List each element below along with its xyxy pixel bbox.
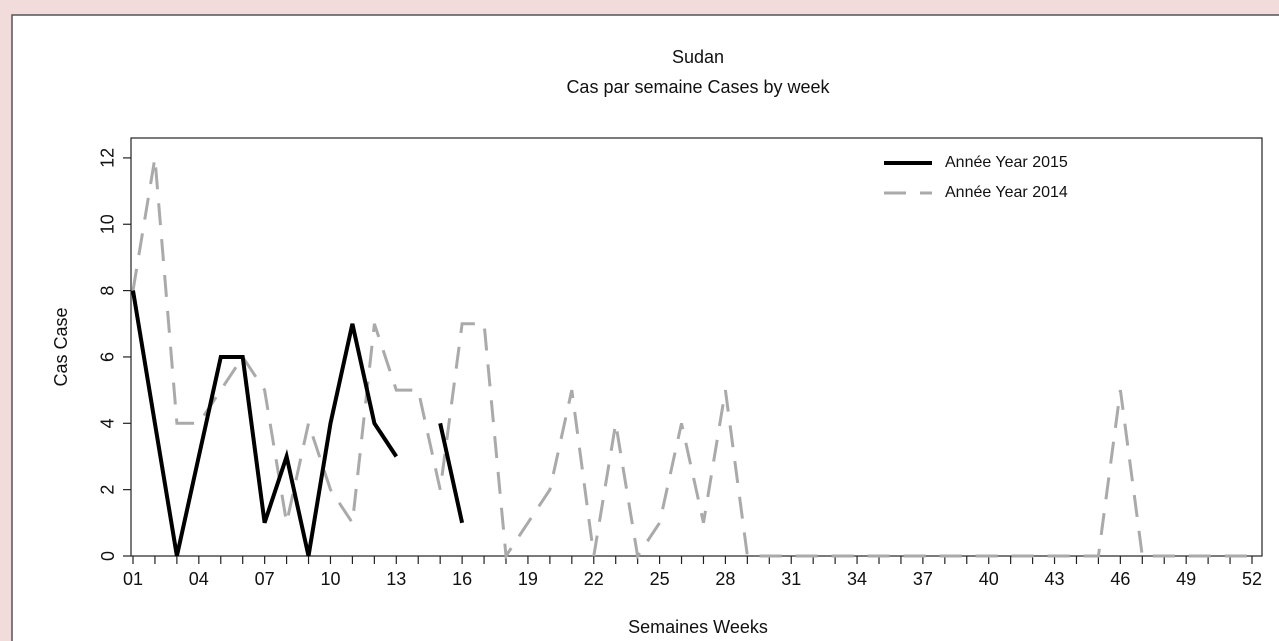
- x-tick-label: 13: [386, 569, 406, 589]
- x-tick-label: 22: [584, 569, 604, 589]
- x-tick-label: 10: [320, 569, 340, 589]
- x-tick-label: 34: [847, 569, 867, 589]
- legend-label: Année Year 2014: [945, 184, 1068, 201]
- chart-subtitle: Cas par semaine Cases by week: [566, 77, 830, 97]
- x-axis-label: Semaines Weeks: [628, 617, 768, 637]
- y-axis-label: Cas Case: [51, 307, 71, 386]
- x-tick-label: 04: [189, 569, 209, 589]
- legend-label: Année Year 2015: [945, 154, 1068, 171]
- x-tick-label: 52: [1242, 569, 1262, 589]
- y-tick-label: 10: [98, 214, 118, 234]
- y-tick-label: 8: [98, 286, 118, 296]
- x-tick-label: 07: [255, 569, 275, 589]
- x-tick-label: 31: [781, 569, 801, 589]
- y-tick-label: 0: [98, 551, 118, 561]
- x-tick-label: 25: [650, 569, 670, 589]
- y-tick-label: 2: [98, 485, 118, 495]
- series-line: [131, 157, 1252, 561]
- x-tick-label: 01: [123, 569, 143, 589]
- plot-frame: [130, 137, 1263, 557]
- y-tick-label: 12: [98, 148, 118, 168]
- x-tick-label: 37: [913, 569, 933, 589]
- x-tick-label: 46: [1110, 569, 1130, 589]
- x-tick-label: 40: [979, 569, 999, 589]
- x-tick-label: 28: [715, 569, 735, 589]
- y-tick-label: 4: [98, 418, 118, 428]
- x-tick-label: 19: [518, 569, 538, 589]
- chart-title: Sudan: [672, 47, 724, 67]
- y-tick-label: 6: [98, 352, 118, 362]
- x-tick-label: 43: [1045, 569, 1065, 589]
- x-tick-label: 16: [452, 569, 472, 589]
- x-tick-label: 49: [1176, 569, 1196, 589]
- panel: [11, 14, 1279, 641]
- series-line: [131, 290, 465, 557]
